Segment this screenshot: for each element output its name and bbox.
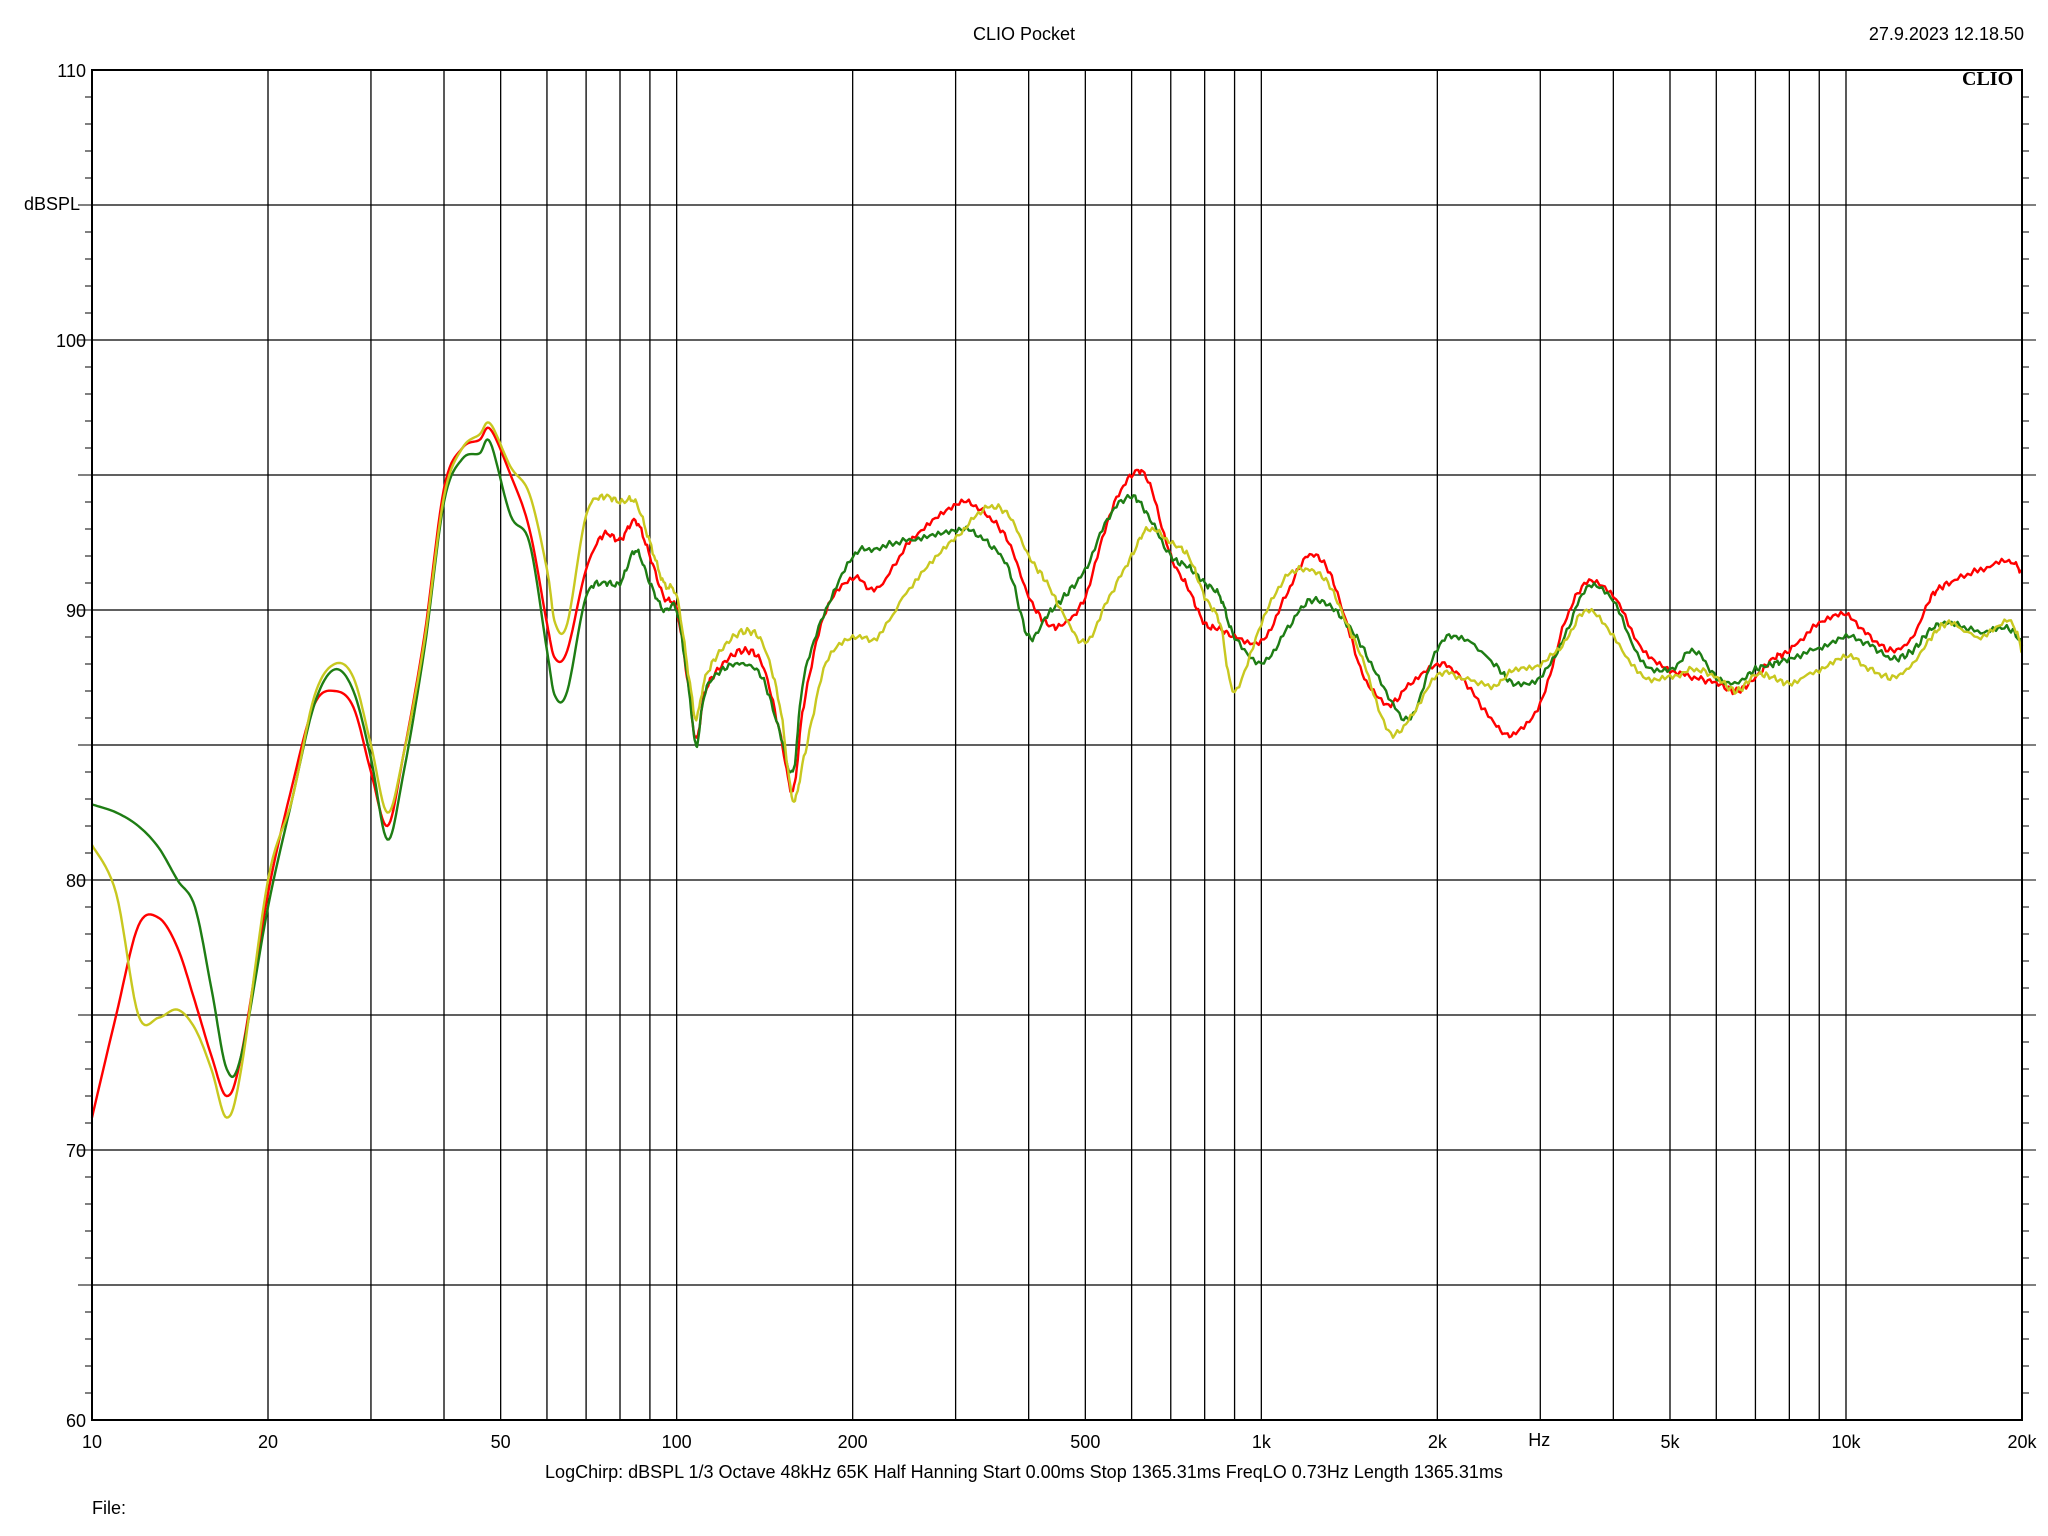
measurement-parameters: LogChirp: dBSPL 1/3 Octave 48kHz 65K Hal… bbox=[545, 1462, 1503, 1482]
x-tick-label: 20 bbox=[258, 1432, 278, 1452]
x-tick-label: 20k bbox=[2007, 1432, 2037, 1452]
y-axis-label: dBSPL bbox=[24, 194, 81, 214]
series-line-3 bbox=[90, 421, 2023, 1119]
series-line-1 bbox=[90, 426, 2024, 1118]
x-tick-label: 10 bbox=[82, 1432, 102, 1452]
plot-frame bbox=[91, 69, 2023, 1421]
y-tick-label: 80 bbox=[66, 871, 86, 891]
y-tick-label: 100 bbox=[56, 331, 86, 351]
grid-minor bbox=[78, 96, 2036, 1394]
x-tick-label: 10k bbox=[1831, 1432, 1861, 1452]
y-tick-label: 110 bbox=[57, 61, 86, 81]
x-tick-label: 200 bbox=[838, 1432, 868, 1452]
y-tick-labels: 60 70 80 90 100 110 bbox=[56, 61, 86, 1431]
chart-title: CLIO Pocket bbox=[972, 24, 1076, 44]
file-label: File: bbox=[92, 1498, 127, 1518]
x-tick-label: 50 bbox=[491, 1432, 511, 1452]
x-tick-label: 5k bbox=[1660, 1432, 1680, 1452]
timestamp: 27.9.2023 12.18.50 bbox=[1868, 24, 2024, 44]
x-axis-label: Hz bbox=[1528, 1430, 1551, 1450]
y-tick-label: 60 bbox=[66, 1411, 86, 1431]
x-tick-label: 100 bbox=[662, 1432, 692, 1452]
x-tick-label: 1k bbox=[1252, 1432, 1272, 1452]
clio-logo: CLIO bbox=[1962, 68, 2014, 90]
series-line-2 bbox=[91, 438, 2024, 1079]
grid-major bbox=[92, 70, 2023, 1420]
curves bbox=[90, 421, 2024, 1119]
x-tick-label: 2k bbox=[1428, 1432, 1448, 1452]
x-tick-labels: 10 20 50 100 200 500 1k 2k 5k 10k 20k bbox=[82, 1432, 2038, 1452]
y-tick-label: 90 bbox=[66, 601, 86, 621]
x-tick-label: 500 bbox=[1070, 1432, 1100, 1452]
y-tick-label: 70 bbox=[66, 1141, 86, 1161]
